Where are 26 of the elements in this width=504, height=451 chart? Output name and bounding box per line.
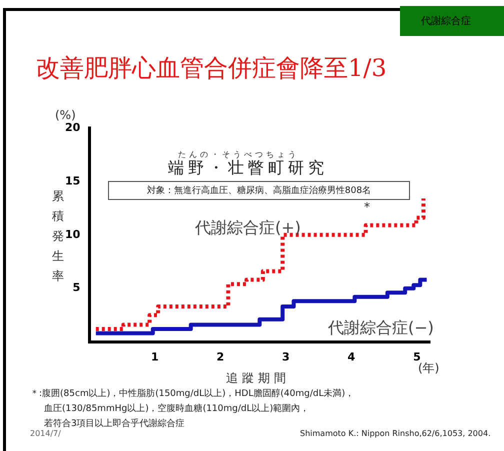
- x-tick-label: 5: [413, 350, 421, 364]
- x-tick-label: 2: [216, 350, 224, 364]
- text: 端野・壮瞥町研究: [168, 158, 328, 179]
- text: ＊:腹囲(85cm以上)，中性脂肪(150mg/dL以上)，HDL膽固醇(40mg/dL未満)，: [30, 388, 354, 400]
- annotation: *: [364, 200, 370, 214]
- y-axis-title: 累積発生率: [52, 188, 65, 285]
- x-axis-title: 追蹤期間: [226, 370, 290, 387]
- x-tick-label: 4: [348, 350, 356, 364]
- text: (%): [55, 108, 76, 122]
- text: 血圧(130/85mmHg以上)，空腹時血糖(110mg/dL以上)範圍內，: [44, 402, 310, 415]
- x-tick-label: 3: [282, 350, 290, 364]
- annotation: たんの・そうべつちょう: [178, 149, 299, 160]
- y-tick-label: 20: [64, 120, 81, 134]
- annotation: 対象：無進行高血圧、糖尿病、高脂血症治療男性808名: [108, 181, 410, 200]
- text: 2014/7/: [30, 429, 61, 438]
- x-tick-label: 1: [150, 350, 159, 364]
- y-tick-label: 5: [72, 281, 80, 294]
- series-label: 代謝綜合症(−): [328, 318, 434, 337]
- text: Shimamoto K.: Nippon Rinsho,62/6,1053, 2004.: [300, 429, 491, 438]
- text: 代謝綜合症: [420, 14, 472, 28]
- text: 若符合3項目以上即合乎代謝綜合症: [44, 418, 185, 430]
- text: (年): [418, 361, 440, 377]
- chart-title: 改善肥胖心血管合併症會降至1/3: [36, 53, 387, 84]
- series-label: 代謝綜合症(+): [195, 218, 301, 237]
- y-tick-label: 15: [64, 174, 80, 188]
- y-tick-label: 10: [64, 228, 81, 241]
